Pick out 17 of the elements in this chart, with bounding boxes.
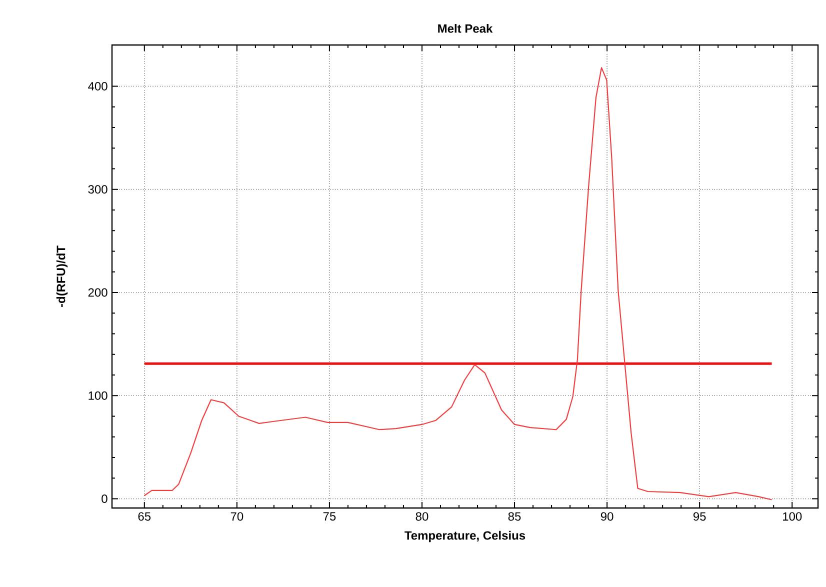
y-tick-label: 400 — [88, 82, 108, 90]
x-tick-label: 95 — [693, 512, 706, 521]
y-tick-label: 100 — [88, 391, 108, 400]
y-axis-title: -d(RFU)/dT — [56, 246, 68, 308]
x-tick-label: 75 — [323, 512, 336, 521]
line-series — [144, 67, 772, 500]
y-tick-label: 200 — [88, 288, 108, 297]
y-tick-label: 300 — [88, 185, 108, 194]
x-tick-label: 80 — [416, 512, 428, 521]
x-tick-label: 90 — [600, 512, 614, 521]
y-tick-label: 0 — [102, 494, 108, 503]
x-tick-label: 70 — [230, 512, 244, 521]
x-axis-title: Temperature, Celsius — [404, 530, 526, 542]
x-tick-label: 65 — [138, 512, 151, 521]
chart-title: Melt Peak — [438, 24, 493, 33]
x-tick-label: 85 — [508, 512, 521, 521]
x-tick-label: 100 — [783, 512, 802, 521]
